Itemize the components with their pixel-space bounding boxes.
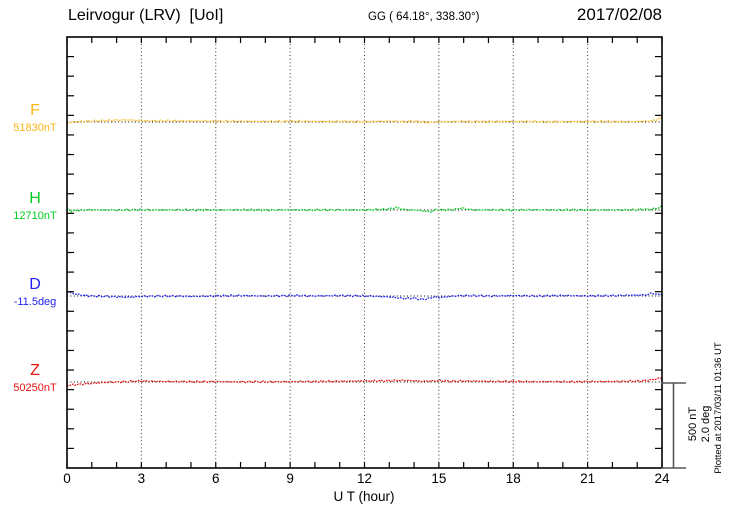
scale-bar-label: 500 nT 2.0 deg bbox=[687, 401, 713, 447]
trace-H bbox=[66, 205, 663, 213]
series-label-D: D -11.5deg bbox=[6, 277, 64, 309]
plot-date: 2017/02/08 bbox=[576, 5, 662, 24]
x-tick-label-15: 15 bbox=[431, 471, 447, 486]
series-label-F: F 51830nT bbox=[6, 103, 64, 135]
series-baseline-value-D: -11.5deg bbox=[13, 296, 57, 308]
series-label-Z: Z 50250nT bbox=[6, 363, 64, 395]
plot-box bbox=[66, 36, 663, 469]
x-tick-label-3: 3 bbox=[137, 471, 146, 486]
x-tick-label-6: 6 bbox=[211, 471, 220, 486]
x-tick-label-12: 12 bbox=[356, 471, 373, 486]
x-tick-label-21: 21 bbox=[580, 471, 596, 486]
series-baseline-value-Z: 50250nT bbox=[13, 382, 57, 394]
series-letter-Z: Z bbox=[30, 362, 40, 379]
x-tick-label-9: 9 bbox=[286, 471, 294, 486]
trace-F bbox=[66, 116, 663, 125]
plotted-at-timestamp: Plotted at 2017/03/11 01:36 UT bbox=[713, 342, 724, 474]
scale-bar-label-deg: 2.0 deg bbox=[700, 405, 712, 443]
x-tick-label-0: 0 bbox=[63, 471, 71, 486]
trace-Z bbox=[66, 377, 663, 387]
series-baseline-value-H: 12710nT bbox=[13, 210, 57, 222]
series-label-H: H 12710nT bbox=[6, 191, 64, 223]
x-tick-label-18: 18 bbox=[505, 471, 521, 486]
x-axis-title: U T (hour) bbox=[333, 489, 395, 504]
series-baseline-value-F: 51830nT bbox=[13, 122, 57, 134]
trace-D bbox=[66, 291, 663, 301]
series-letter-D: D bbox=[29, 276, 41, 293]
station-title: Leirvogur (LRV) [UoI] bbox=[68, 7, 224, 24]
scale-bar-label-nt: 500 nT bbox=[687, 406, 699, 442]
series-letter-H: H bbox=[29, 190, 41, 207]
series-letter-F: F bbox=[30, 102, 40, 119]
x-tick-label-24: 24 bbox=[654, 471, 670, 486]
geographic-coordinates: GG ( 64.18°, 338.30°) bbox=[368, 11, 480, 23]
